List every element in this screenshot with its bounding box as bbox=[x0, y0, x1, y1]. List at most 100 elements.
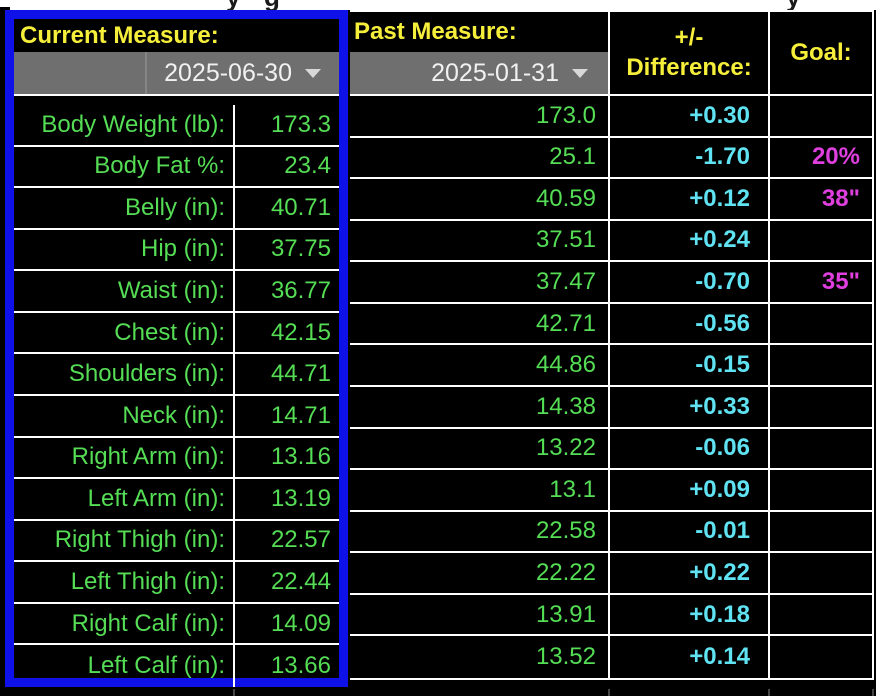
goal-value-cell[interactable] bbox=[768, 595, 872, 635]
row-label-cell[interactable]: Hip (in): bbox=[140, 235, 225, 263]
current-date-selector[interactable]: 2025-06-30 bbox=[14, 52, 339, 96]
table-row: 22.58 -0.01 bbox=[350, 512, 872, 554]
row-label-cell[interactable]: Right Calf (in): bbox=[71, 609, 225, 637]
past-value-cell[interactable]: 40.59 bbox=[535, 184, 596, 212]
current-value-cell[interactable]: 13.19 bbox=[270, 484, 331, 512]
past-value-cell[interactable]: 37.51 bbox=[535, 226, 596, 254]
past-value-cell[interactable]: 173.0 bbox=[535, 101, 596, 129]
difference-value-cell[interactable]: -1.70 bbox=[695, 143, 750, 171]
current-value-cell[interactable]: 36.77 bbox=[270, 277, 331, 305]
difference-value-cell[interactable]: +0.22 bbox=[689, 559, 750, 587]
current-value-cell[interactable]: 23.4 bbox=[284, 152, 331, 180]
difference-value-cell[interactable]: -0.56 bbox=[695, 309, 750, 337]
grid-line bbox=[350, 10, 874, 12]
row-label-cell[interactable]: Right Arm (in): bbox=[71, 443, 225, 471]
row-label-cell[interactable]: Right Thigh (in): bbox=[54, 526, 225, 554]
past-value-cell[interactable]: 42.71 bbox=[535, 309, 596, 337]
goal-value-cell[interactable] bbox=[768, 429, 872, 469]
difference-header[interactable]: +/- Difference: bbox=[610, 12, 768, 94]
past-value-cell[interactable]: 13.91 bbox=[535, 600, 596, 628]
difference-value-cell[interactable]: +0.09 bbox=[689, 475, 750, 503]
current-value-cell[interactable]: 13.16 bbox=[270, 443, 331, 471]
goal-value-cell[interactable]: 20% bbox=[811, 143, 860, 171]
row-label-cell[interactable]: Left Arm (in): bbox=[87, 484, 225, 512]
grid-line bbox=[350, 94, 874, 96]
current-value-cell[interactable]: 42.15 bbox=[270, 318, 331, 346]
difference-value-cell[interactable]: +0.30 bbox=[689, 101, 750, 129]
goal-value-cell[interactable]: 35" bbox=[821, 268, 860, 296]
difference-value-cell[interactable]: +0.14 bbox=[689, 643, 750, 671]
goal-value-cell[interactable] bbox=[768, 345, 872, 385]
difference-value-cell[interactable]: +0.12 bbox=[689, 184, 750, 212]
past-value-cell[interactable]: 13.22 bbox=[535, 434, 596, 462]
row-label-cell[interactable]: Left Calf (in): bbox=[87, 652, 225, 680]
current-value-cell[interactable]: 173.3 bbox=[270, 110, 331, 138]
row-label-cell[interactable]: Body Fat %: bbox=[94, 152, 225, 180]
goal-value-cell[interactable]: 38" bbox=[821, 184, 860, 212]
past-measure-header[interactable]: Past Measure: bbox=[354, 18, 517, 45]
table-row: 37.51 +0.24 bbox=[350, 221, 872, 263]
difference-value-cell[interactable]: -0.15 bbox=[695, 351, 750, 379]
goal-header[interactable]: Goal: bbox=[790, 39, 852, 66]
current-value-cell[interactable]: 22.57 bbox=[270, 526, 331, 554]
past-value-cell[interactable]: 25.1 bbox=[549, 143, 596, 171]
row-label-cell[interactable]: Chest (in): bbox=[114, 318, 225, 346]
past-value-cell[interactable]: 14.38 bbox=[535, 392, 596, 420]
current-measure-panel: Current Measure: 2025-06-30 Body Weight … bbox=[5, 10, 348, 687]
row-label-cell[interactable]: Left Thigh (in): bbox=[70, 568, 225, 596]
goal-value-cell[interactable] bbox=[768, 387, 872, 427]
row-label-cell[interactable]: Waist (in): bbox=[117, 277, 225, 305]
grid-line bbox=[872, 10, 874, 680]
table-row: Left Arm (in): 13.19 bbox=[14, 479, 339, 521]
goal-value-cell[interactable] bbox=[768, 304, 872, 344]
table-row: Hip (in): 37.75 bbox=[14, 229, 339, 272]
row-label-cell[interactable]: Neck (in): bbox=[122, 401, 225, 429]
dropdown-arrow-icon[interactable] bbox=[572, 68, 588, 78]
difference-value-cell[interactable]: +0.24 bbox=[689, 226, 750, 254]
current-value-cell[interactable]: 44.71 bbox=[270, 360, 331, 388]
current-value-cell[interactable]: 13.66 bbox=[270, 652, 331, 680]
grid-line bbox=[233, 396, 235, 436]
dropdown-arrow-icon[interactable] bbox=[305, 68, 321, 78]
clipped-title-row: y g y bbox=[0, 0, 876, 10]
grid-line-stub bbox=[872, 689, 874, 696]
grid-line bbox=[233, 479, 235, 519]
goal-value-cell[interactable] bbox=[768, 470, 872, 510]
current-value-cell[interactable]: 14.71 bbox=[270, 401, 331, 429]
difference-value-cell[interactable]: -0.06 bbox=[695, 434, 750, 462]
table-row: Shoulders (in): 44.71 bbox=[14, 354, 339, 396]
difference-value-cell[interactable]: +0.33 bbox=[689, 392, 750, 420]
past-value-cell[interactable]: 44.86 bbox=[535, 351, 596, 379]
table-row: Waist (in): 36.77 bbox=[14, 271, 339, 313]
grid-line bbox=[233, 645, 235, 687]
past-value-cell[interactable]: 22.58 bbox=[535, 517, 596, 545]
current-value-cell[interactable]: 22.44 bbox=[270, 568, 331, 596]
row-label-cell[interactable]: Belly (in): bbox=[124, 193, 225, 221]
past-value-cell[interactable]: 37.47 bbox=[535, 268, 596, 296]
past-date-value: 2025-01-31 bbox=[431, 58, 559, 87]
row-label-cell[interactable]: Shoulders (in): bbox=[68, 360, 225, 388]
past-date-selector[interactable]: 2025-01-31 bbox=[350, 52, 608, 94]
past-value-cell[interactable]: 13.1 bbox=[549, 475, 596, 503]
goal-value-cell[interactable] bbox=[768, 553, 872, 593]
past-value-cell[interactable]: 13.52 bbox=[535, 643, 596, 671]
goal-value-cell[interactable] bbox=[768, 96, 872, 136]
past-value-cell[interactable]: 22.22 bbox=[535, 559, 596, 587]
table-row: Belly (in): 40.71 bbox=[14, 188, 339, 230]
current-measure-header[interactable]: Current Measure: bbox=[20, 21, 219, 49]
current-value-cell[interactable]: 40.71 bbox=[270, 193, 331, 221]
difference-value-cell[interactable]: -0.01 bbox=[695, 517, 750, 545]
table-row: 22.22 +0.22 bbox=[350, 553, 872, 595]
goal-value-cell[interactable] bbox=[768, 512, 872, 552]
difference-value-cell[interactable]: +0.18 bbox=[689, 600, 750, 628]
table-row: 173.0 +0.30 bbox=[350, 96, 872, 138]
table-row: Right Calf (in): 14.09 bbox=[14, 603, 339, 646]
current-value-cell[interactable]: 37.75 bbox=[270, 235, 331, 263]
row-label-cell[interactable]: Body Weight (lb): bbox=[41, 110, 225, 138]
goal-value-cell[interactable] bbox=[768, 636, 872, 678]
goal-value-cell[interactable] bbox=[768, 221, 872, 261]
current-value-cell[interactable]: 14.09 bbox=[270, 609, 331, 637]
grid-line bbox=[233, 603, 235, 644]
difference-value-cell[interactable]: -0.70 bbox=[695, 268, 750, 296]
grid-line bbox=[233, 229, 235, 270]
